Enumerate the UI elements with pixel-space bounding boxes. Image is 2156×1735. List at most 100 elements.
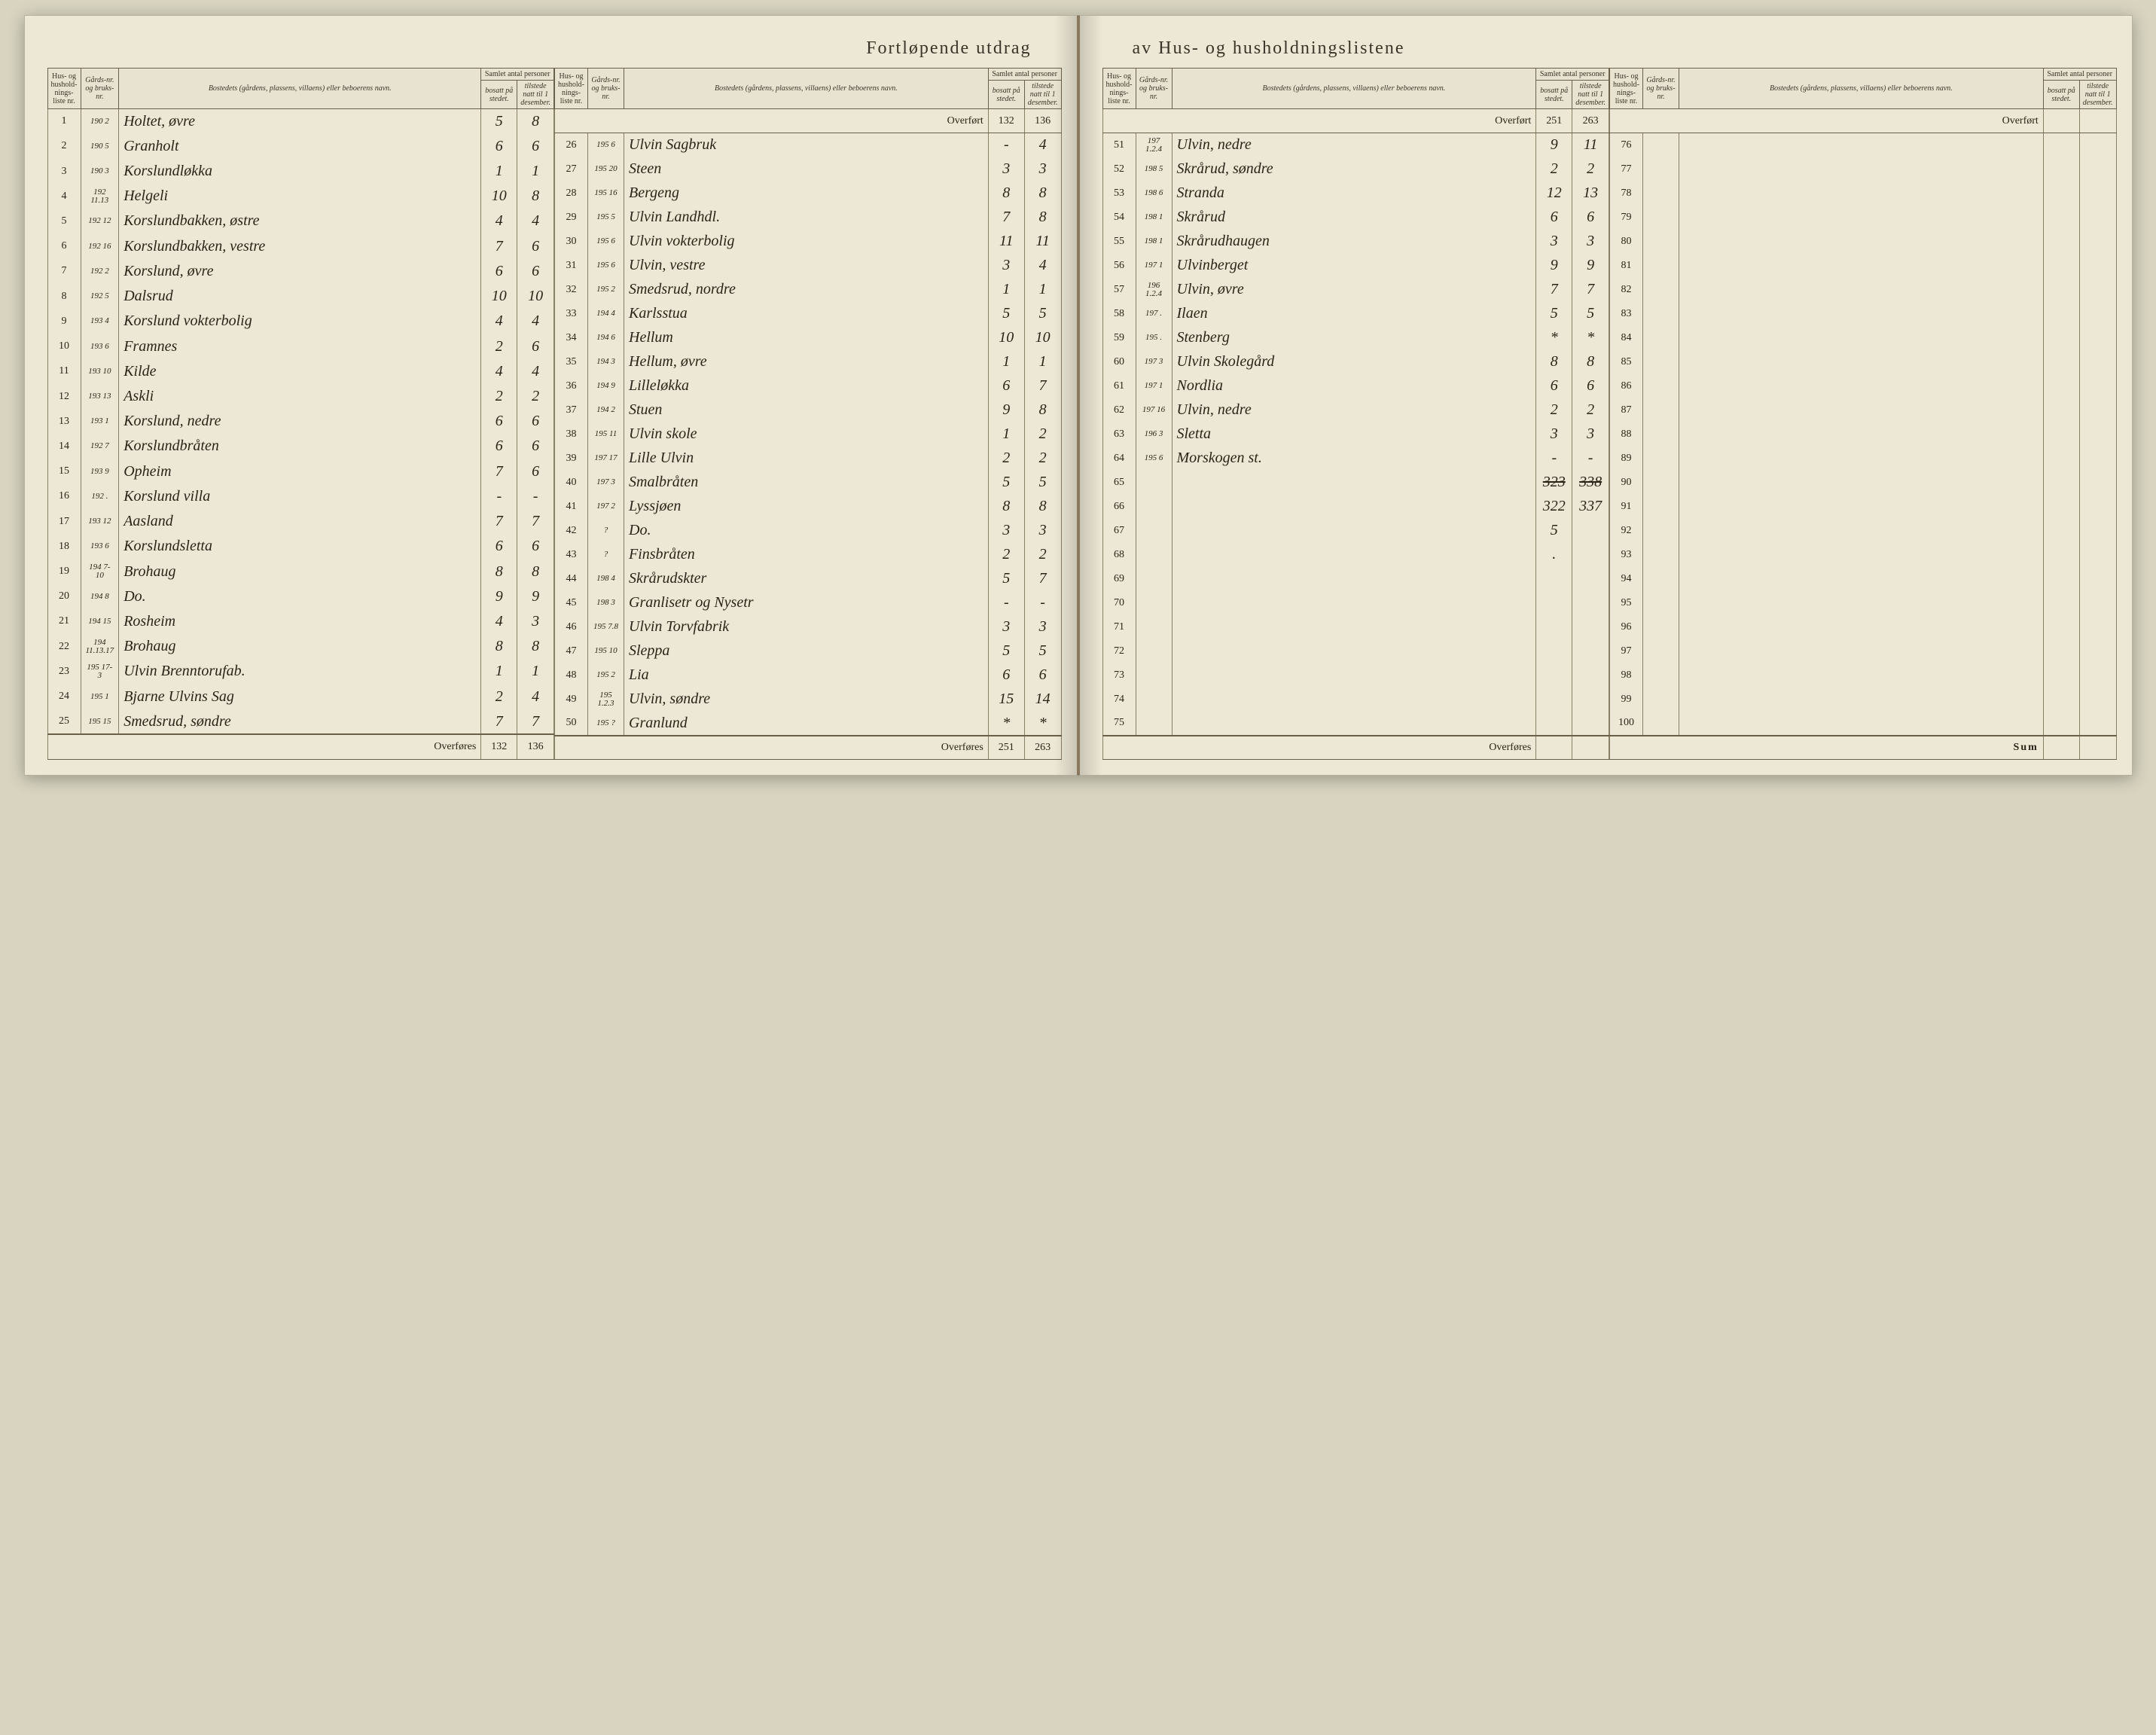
hdr-liste: Hus- og hushold-nings-liste nr.	[1610, 69, 1643, 109]
bosatt-value	[2043, 591, 2079, 615]
row-number: 99	[1610, 688, 1643, 712]
row-number: 39	[555, 447, 588, 471]
tilstede-value	[1572, 591, 1609, 615]
bosatt-value	[1536, 639, 1572, 663]
bosatt-value: 3	[988, 615, 1024, 639]
bosatt-value: 6	[481, 259, 517, 284]
panel-2-body: 26195 6Ulvin Sagbruk-427195 20Steen33281…	[555, 133, 1062, 736]
row-number: 33	[555, 302, 588, 326]
gard-number	[1136, 495, 1172, 519]
tilstede-value: 4	[517, 309, 554, 334]
table-row: 32195 2Smedsrud, nordre11	[555, 278, 1062, 302]
place-name: Korslundbråten	[119, 434, 481, 459]
table-row: 7192 2Korslund, øvre66	[47, 259, 554, 284]
tilstede-value: 6	[517, 409, 554, 434]
overfort-label: Overført	[1610, 109, 2044, 133]
table-row: 22194 11.13.17Brohaug88	[47, 634, 554, 659]
row-number: 65	[1102, 471, 1136, 495]
p2-total-bosatt: 251	[988, 736, 1024, 760]
table-row: 26195 6Ulvin Sagbruk-4	[555, 133, 1062, 157]
table-row: 91	[1610, 495, 2117, 519]
panel-2: Hus- og hushold-nings-liste nr. Gårds-nr…	[554, 68, 1062, 760]
gard-number	[1643, 398, 1679, 422]
row-number: 76	[1610, 133, 1643, 157]
tilstede-value: 10	[517, 284, 554, 309]
gard-number: 195 5	[588, 206, 624, 230]
ledger-book: Fortløpende utdrag Hus- og hushold-nings…	[24, 15, 2133, 776]
tilstede-value: 9	[1572, 254, 1609, 278]
place-name	[1679, 206, 2044, 230]
hdr-liste: Hus- og hushold-nings-liste nr.	[1102, 69, 1136, 109]
gard-number	[1643, 350, 1679, 374]
gard-number	[1136, 712, 1172, 736]
gard-number: 193 12	[81, 509, 119, 534]
bosatt-value: 5	[481, 109, 517, 134]
place-name: Sletta	[1172, 422, 1536, 447]
gard-number	[1643, 712, 1679, 736]
table-row: 34194 6Hellum1010	[555, 326, 1062, 350]
spine-shadow-left	[1054, 16, 1077, 775]
table-row: 14192 7Korslundbråten66	[47, 434, 554, 459]
bosatt-value: 7	[481, 234, 517, 259]
p4-carry-tilstede	[2079, 109, 2116, 133]
gard-number: 194 9	[588, 374, 624, 398]
table-row: 73	[1102, 663, 1609, 688]
gard-number: 198 4	[588, 567, 624, 591]
row-number: 25	[47, 709, 81, 735]
table-row: 98	[1610, 663, 2117, 688]
place-name: Skrårud, søndre	[1172, 157, 1536, 181]
table-row: 11193 10Kilde44	[47, 359, 554, 384]
tilstede-value	[2079, 157, 2116, 181]
overfort-label: Overført	[555, 109, 989, 133]
bosatt-value: 10	[481, 284, 517, 309]
table-row: 19194 7-10Brohaug88	[47, 559, 554, 584]
hdr-liste: Hus- og hushold-nings-liste nr.	[555, 69, 588, 109]
table-row: 53198 6Stranda1213	[1102, 181, 1609, 206]
bosatt-value	[2043, 447, 2079, 471]
gard-number	[1643, 181, 1679, 206]
table-row: 96	[1610, 615, 2117, 639]
gard-number	[1643, 519, 1679, 543]
tilstede-value: 4	[517, 685, 554, 709]
place-name	[1679, 471, 2044, 495]
table-row: 2190 5Granholt66	[47, 134, 554, 159]
row-number: 61	[1102, 374, 1136, 398]
bosatt-value	[2043, 398, 2079, 422]
place-name: Askli	[119, 384, 481, 409]
tilstede-value: -	[517, 484, 554, 509]
place-name	[1679, 302, 2044, 326]
bosatt-value: 6	[481, 534, 517, 559]
place-name	[1172, 688, 1536, 712]
tilstede-value	[2079, 326, 2116, 350]
bosatt-value	[2043, 157, 2079, 181]
table-row: 55198 1Skrårudhaugen33	[1102, 230, 1609, 254]
table-row: 70	[1102, 591, 1609, 615]
bosatt-value	[2043, 688, 2079, 712]
row-number: 100	[1610, 712, 1643, 736]
place-name: Stenberg	[1172, 326, 1536, 350]
bosatt-value: 2	[481, 334, 517, 358]
panel-4-head: Hus- og hushold-nings-liste nr. Gårds-nr…	[1610, 69, 2117, 109]
bosatt-value: 1	[481, 159, 517, 184]
bosatt-value	[2043, 471, 2079, 495]
table-row: 81	[1610, 254, 2117, 278]
table-row: 12193 13Askli22	[47, 384, 554, 409]
table-row: 65323338	[1102, 471, 1609, 495]
bosatt-value: 6	[988, 374, 1024, 398]
hdr-tilstede: tilstede natt til 1 desember.	[1572, 81, 1609, 109]
row-number: 53	[1102, 181, 1136, 206]
tilstede-value	[1572, 639, 1609, 663]
tilstede-value: 7	[1572, 278, 1609, 302]
place-name: Korslund villa	[119, 484, 481, 509]
table-row: 80	[1610, 230, 2117, 254]
tilstede-value: 4	[517, 359, 554, 384]
panel-1: Hus- og hushold-nings-liste nr. Gårds-nr…	[47, 68, 555, 760]
table-row: 44198 4Skrårudskter57	[555, 567, 1062, 591]
place-name	[1679, 447, 2044, 471]
gard-number: 195 6	[588, 230, 624, 254]
gard-number: 198 1	[1136, 230, 1172, 254]
bosatt-value: 5	[1536, 519, 1572, 543]
row-number: 35	[555, 350, 588, 374]
row-number: 62	[1102, 398, 1136, 422]
gard-number	[1136, 688, 1172, 712]
